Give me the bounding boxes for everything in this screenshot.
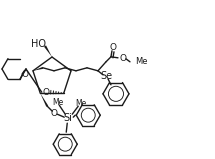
Text: Se: Se	[100, 71, 112, 81]
Polygon shape	[40, 93, 48, 107]
Text: HO: HO	[32, 39, 46, 49]
Text: Si: Si	[64, 113, 73, 123]
Text: O: O	[51, 109, 58, 118]
Text: Me: Me	[135, 57, 147, 66]
Polygon shape	[33, 67, 43, 71]
Text: O: O	[120, 54, 126, 63]
Text: Me: Me	[53, 98, 64, 107]
Text: O: O	[22, 70, 29, 79]
Text: O: O	[42, 88, 49, 97]
Text: O: O	[109, 43, 117, 52]
Text: Me: Me	[76, 99, 87, 108]
Polygon shape	[44, 45, 52, 57]
